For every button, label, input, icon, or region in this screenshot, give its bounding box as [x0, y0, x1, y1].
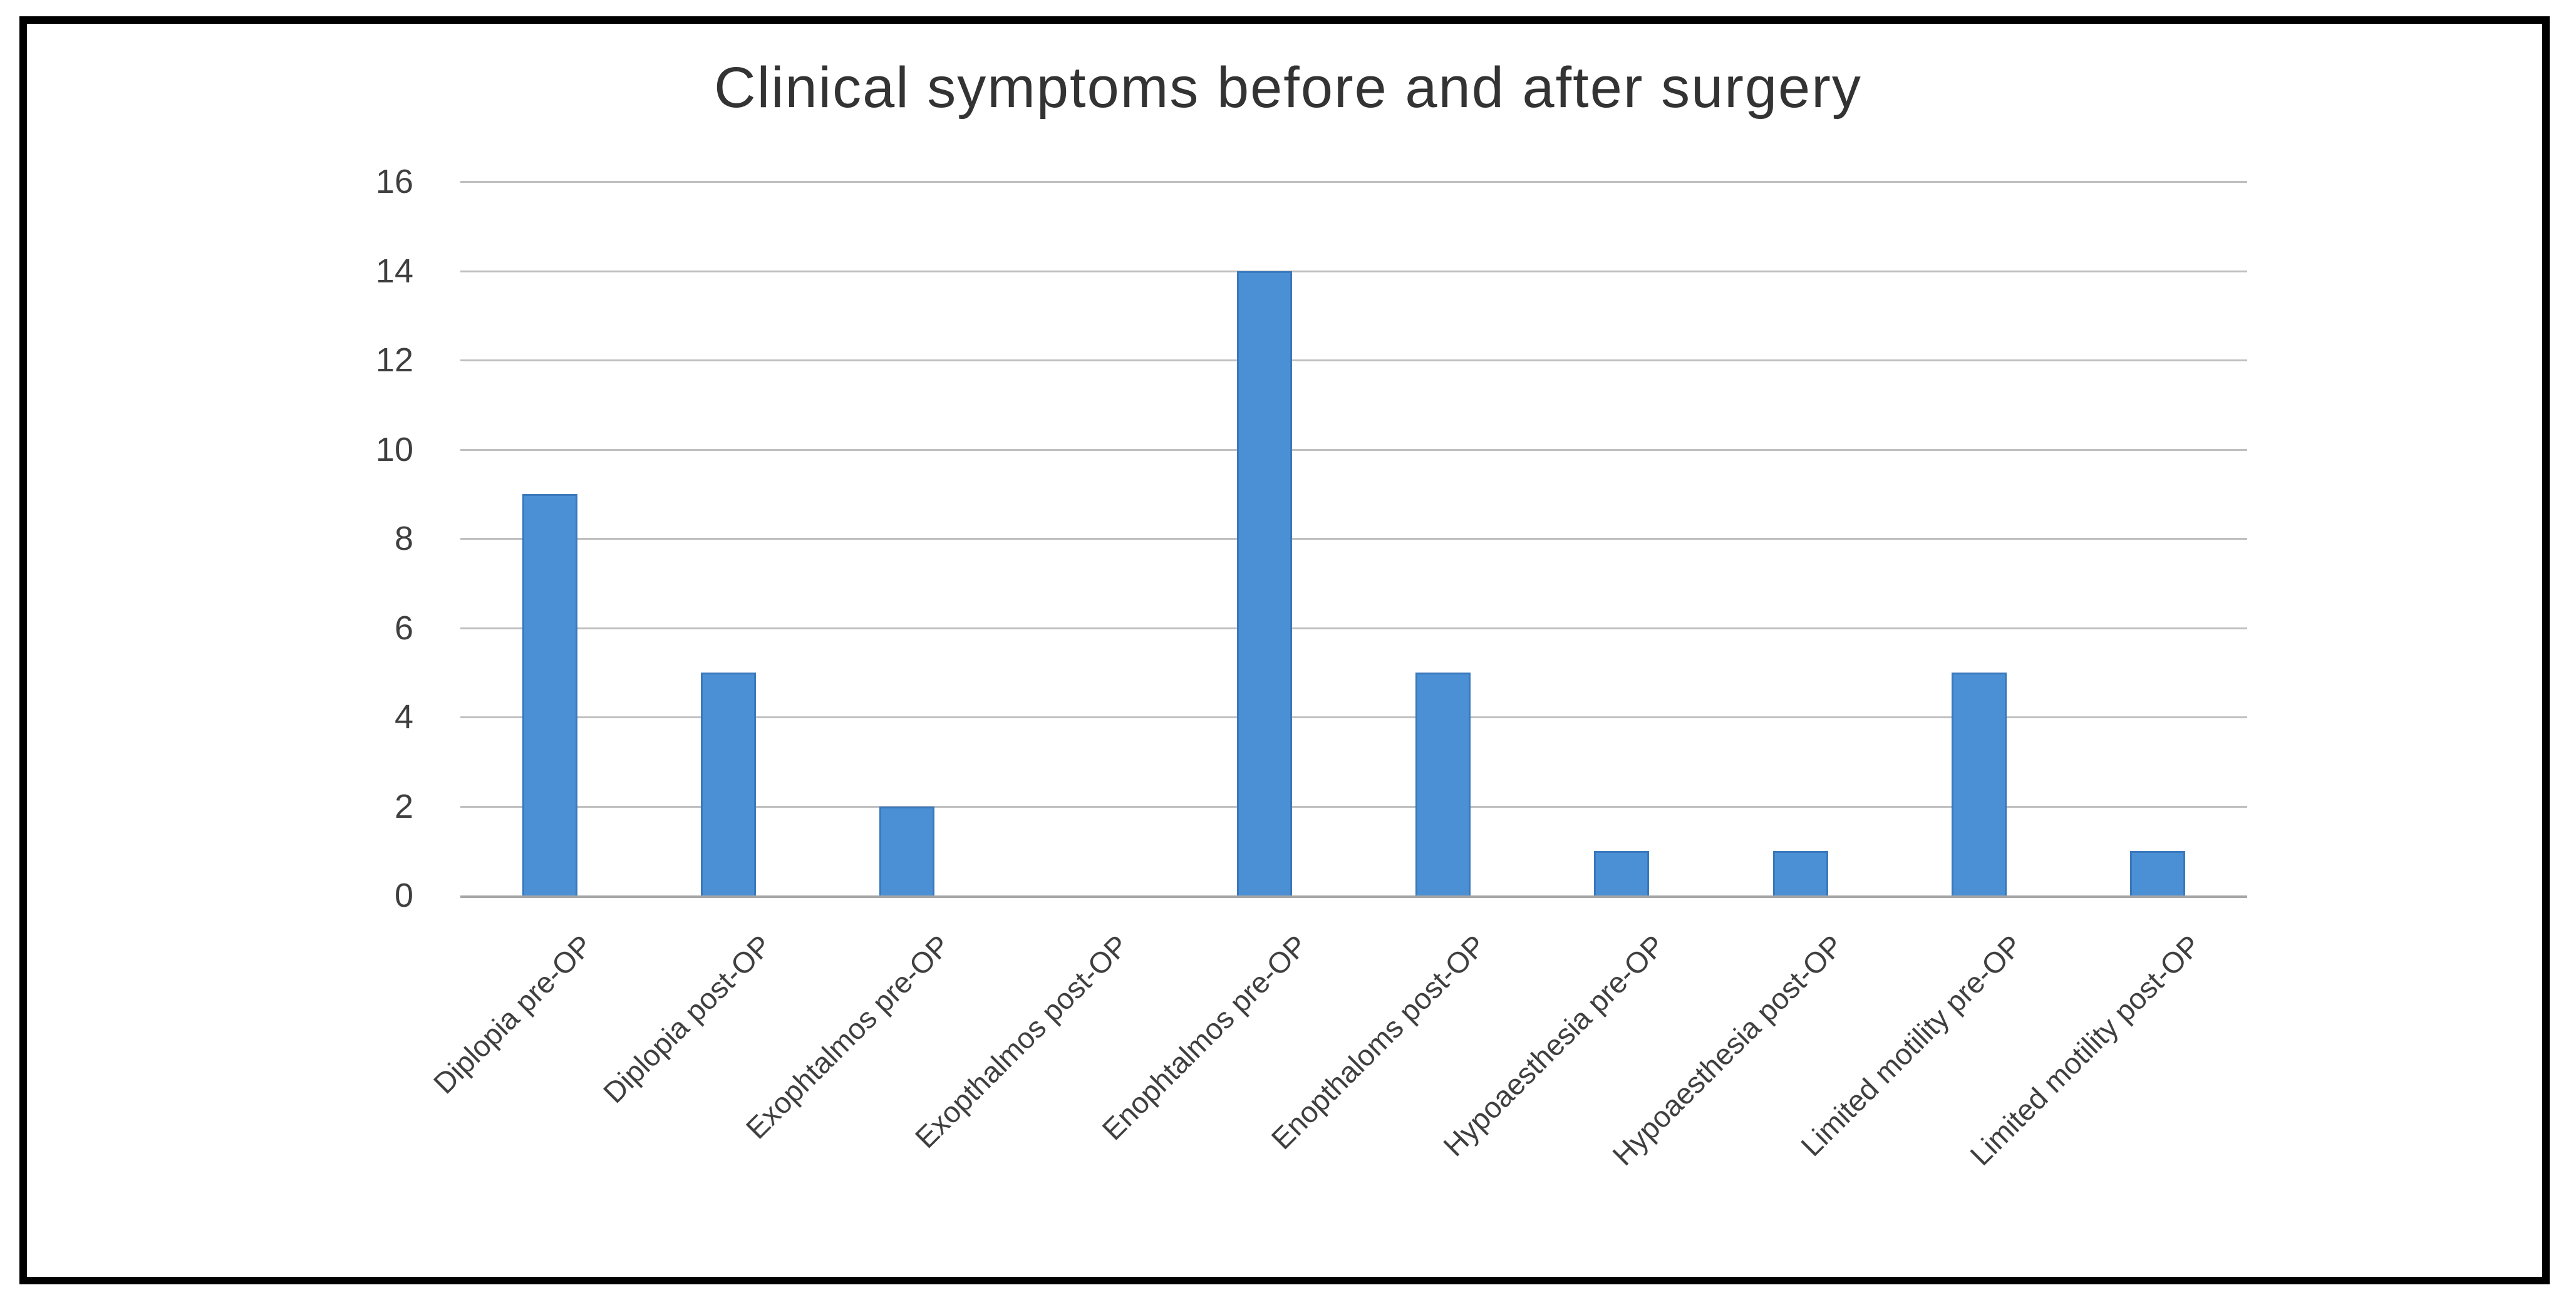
gridline: [460, 538, 2247, 540]
x-axis-line: [460, 895, 2247, 898]
gridline: [460, 627, 2247, 629]
bar: [1772, 850, 1828, 895]
y-tick-label: 8: [394, 520, 413, 557]
gridline: [460, 270, 2247, 272]
bar: [1952, 672, 2007, 895]
gridline: [460, 448, 2247, 451]
gridline: [460, 359, 2247, 361]
bar-chart-plot-area: [460, 181, 2247, 898]
gridline: [460, 805, 2247, 808]
bar: [1415, 672, 1471, 895]
bar: [1236, 271, 1292, 895]
gridline: [460, 716, 2247, 718]
bar: [700, 672, 756, 895]
y-tick-label: 12: [375, 341, 413, 379]
y-tick-label: 2: [394, 787, 413, 825]
y-tick-label: 0: [394, 877, 413, 914]
bar: [879, 806, 935, 895]
y-tick-label: 14: [375, 252, 413, 290]
y-tick-label: 6: [394, 609, 413, 647]
y-tick-label: 16: [375, 163, 413, 200]
bar: [1594, 850, 1650, 895]
chart-title: Clinical symptoms before and after surge…: [714, 56, 1862, 120]
bar: [522, 493, 577, 895]
y-tick-label: 10: [375, 430, 413, 468]
gridline: [460, 181, 2247, 183]
bar: [2130, 850, 2186, 895]
y-tick-label: 4: [394, 698, 413, 736]
